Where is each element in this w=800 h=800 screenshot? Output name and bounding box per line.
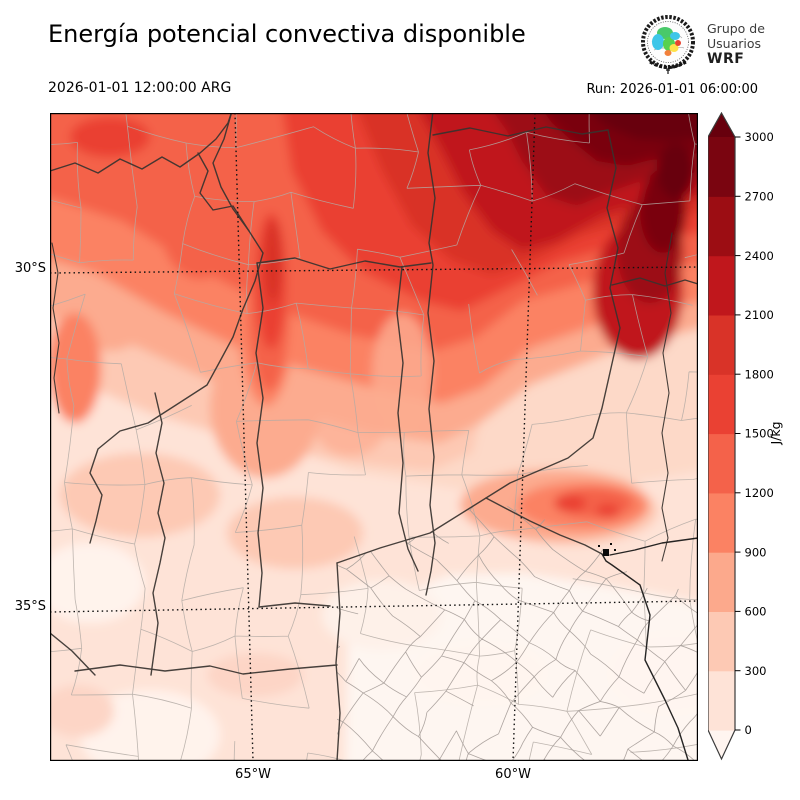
colorbar-extend-min	[708, 730, 735, 759]
colorbar-tick-label-2400: 2400	[745, 249, 774, 263]
colorbar-bin-900-1200	[708, 492, 735, 553]
province-borders	[50, 113, 698, 761]
colorbar-tick-label-1200: 1200	[745, 486, 774, 500]
logo-text-line2: Usuarios	[707, 35, 762, 51]
colorbar: 3000 2700 2400 2100 1800 1500 1200 900 600 300 0 J/…	[707, 111, 800, 778]
colorbar-extend-max	[708, 113, 735, 137]
run-time-label: Run: 2026-01-01 06:00:00	[586, 82, 758, 97]
colorbar-tick-label-2100: 2100	[745, 308, 774, 322]
plot-title: Energía potencial convectiva disponible	[48, 20, 526, 48]
colorbar-tick-label-3000: 3000	[745, 130, 774, 144]
colorbar-tick-label-2700: 2700	[745, 190, 774, 204]
colorbar-bin-2700-3000	[708, 137, 735, 197]
colorbar-bin-0-300	[708, 670, 735, 731]
map-canvas	[50, 113, 698, 761]
logo-text: Grupo de Usuarios WRF	[707, 21, 765, 68]
colorbar-bin-2100-2400	[708, 255, 735, 316]
valid-time-label: 2026-01-01 12:00:00 ARG	[48, 80, 232, 96]
lat-tick-35s: 35°S	[14, 599, 46, 614]
colorbar-tick-label-1800: 1800	[745, 367, 774, 381]
colorbar-bin-2400-2700	[708, 196, 735, 257]
colorbar-tick-label-900: 900	[745, 545, 767, 559]
map-svg	[50, 113, 698, 761]
colorbar-bin-300-600	[708, 611, 735, 672]
colorbar-tick-label-1500: 1500	[745, 427, 774, 441]
department-border-lines	[50, 113, 698, 761]
colorbar-tick-label-300: 300	[745, 664, 767, 678]
colorbar-bin-1200-1500	[708, 433, 735, 494]
lon-tick-60w: 60°W	[495, 767, 531, 782]
colorbar-bin-600-900	[708, 552, 735, 612]
colorbar-bin-1500-1800	[708, 374, 735, 435]
logo-text-line1: Grupo de	[707, 20, 765, 36]
lon-tick-65w: 65°W	[235, 767, 271, 782]
lat-tick-30s: 30°S	[14, 261, 46, 276]
map-frame	[50, 113, 698, 761]
department-borders	[50, 113, 698, 761]
colorbar-bin-1800-2100	[708, 314, 735, 375]
colorbar-tick-label-0: 0	[745, 723, 752, 737]
colorbar-tick-label-600: 600	[745, 605, 767, 619]
cape-field	[50, 113, 698, 761]
colorbar-unit-label: J/kg	[768, 421, 783, 445]
logo-text-wrf: WRF	[707, 50, 745, 67]
wrf-logo: Grupo de Usuarios WRF	[638, 12, 765, 76]
colorbar-svg: 30002700240021001800150012009006003000J/…	[707, 111, 783, 761]
city-marker	[598, 543, 616, 556]
logo-emblem	[641, 15, 695, 74]
